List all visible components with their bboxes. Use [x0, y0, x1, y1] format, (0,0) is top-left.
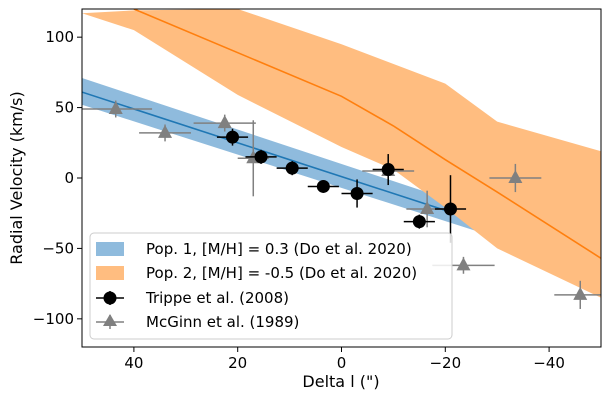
fit-line-2 — [133, 9, 601, 259]
y-axis-label: Radial Velocity (km/s) — [7, 91, 26, 264]
y-tick-label: −50 — [42, 239, 74, 257]
y-tick-label: 0 — [64, 169, 74, 187]
data-point-mcginn — [193, 114, 256, 132]
data-point-mcginn — [82, 100, 153, 118]
legend-label-pop2: Pop. 2, [M/H] = -0.5 (Do et al. 2020) — [146, 264, 417, 282]
x-tick-label: −20 — [429, 354, 461, 372]
legend-swatch-pop2 — [96, 266, 124, 280]
confidence-band-2 — [82, 9, 601, 298]
plot-area — [61, 9, 601, 309]
data-point-trippe — [341, 179, 373, 208]
legend: Pop. 1, [M/H] = 0.3 (Do et al. 2020) Pop… — [89, 232, 453, 340]
x-tick-label: 20 — [228, 354, 247, 372]
legend-label-trippe: Trippe et al. (2008) — [145, 289, 289, 307]
data-point-mcginn — [554, 280, 601, 309]
y-tick-label: −100 — [33, 310, 74, 328]
y-tick-label: 100 — [45, 28, 74, 46]
data-point-trippe — [307, 179, 339, 193]
data-point-trippe — [372, 154, 404, 186]
data-point-trippe — [434, 175, 467, 243]
data-point-mcginn — [489, 163, 542, 193]
legend-box — [89, 232, 453, 340]
legend-label-pop1: Pop. 1, [M/H] = 0.3 (Do et al. 2020) — [146, 240, 412, 258]
legend-swatch-pop1 — [96, 242, 124, 256]
legend-marker-mcginn — [96, 314, 124, 329]
x-tick-label: 0 — [337, 354, 347, 372]
x-axis: 40 20 0 −20 −40 — [124, 347, 565, 372]
data-point-mcginn — [139, 124, 191, 142]
x-axis-label: Delta l (") — [302, 372, 379, 391]
legend-label-mcginn: McGinn et al. (1989) — [146, 313, 299, 331]
legend-marker-trippe — [96, 291, 124, 305]
y-tick-label: 50 — [55, 99, 74, 117]
y-axis: 100 50 0 −50 −100 — [33, 28, 82, 328]
data-point-mcginn — [61, 118, 82, 131]
data-point-trippe — [216, 128, 249, 146]
data-point-trippe — [245, 149, 277, 164]
x-tick-label: 40 — [124, 354, 143, 372]
data-point-trippe — [403, 214, 435, 229]
x-tick-label: −40 — [533, 354, 565, 372]
data-point-trippe — [276, 161, 308, 176]
